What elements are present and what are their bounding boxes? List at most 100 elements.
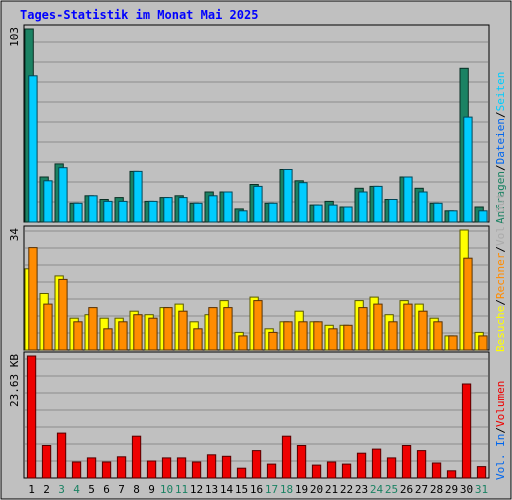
bar-rechner-25 [388, 321, 398, 351]
x-tick-label-28: 28 [430, 483, 443, 496]
bar-volumen-30 [461, 383, 472, 479]
bar-dateien-7 [118, 200, 128, 223]
bar-rechner-23 [358, 307, 368, 351]
x-tick-label-6: 6 [103, 483, 110, 496]
legend-vol-out: Vol. Out [494, 193, 507, 246]
bar-dateien-16 [253, 185, 263, 223]
bar-dateien-14 [223, 191, 233, 223]
bar-dateien-26 [403, 176, 413, 223]
x-tick-label-4: 4 [73, 483, 80, 496]
bar-volumen-14 [221, 455, 232, 479]
bar-volumen-15 [236, 467, 247, 479]
chart-title: Tages-Statistik im Monat Mai 2025 [20, 8, 258, 22]
bar-dateien-9 [148, 200, 158, 223]
bar-rechner-3 [58, 278, 68, 351]
legend-vol-in: Vol. In [494, 434, 507, 480]
panel-1-legend: Anfragen/Dateien/Seiten [494, 72, 507, 224]
x-tick-label-15: 15 [235, 483, 248, 496]
bar-dateien-23 [358, 191, 368, 223]
bar-rechner-20 [313, 321, 323, 351]
bar-volumen-4 [71, 461, 82, 479]
legend-rechner: Rechner [494, 252, 507, 299]
bar-dateien-4 [73, 202, 83, 223]
x-tick-label-11: 11 [175, 483, 188, 496]
bar-dateien-12 [193, 202, 203, 223]
bar-volumen-8 [131, 435, 142, 479]
bar-rechner-21 [328, 328, 338, 351]
bar-rechner-28 [433, 321, 443, 351]
bar-volumen-11 [176, 457, 187, 479]
bar-dateien-8 [133, 170, 143, 223]
bar-dateien-31 [478, 210, 488, 223]
bar-volumen-29 [446, 470, 457, 479]
legend-separator: / [494, 111, 507, 118]
panel-1-max-label: 103 [8, 27, 21, 47]
legend-besuche: Besuche [494, 306, 507, 352]
x-tick-label-10: 10 [160, 483, 173, 496]
legend-separator: / [494, 164, 507, 171]
bar-volumen-22 [341, 463, 352, 479]
bar-dateien-25 [388, 199, 398, 223]
bar-dateien-3 [58, 167, 68, 223]
bar-volumen-12 [191, 461, 202, 479]
bar-dateien-1 [28, 75, 38, 223]
bar-volumen-13 [206, 454, 217, 479]
panel-3-legend: Vol. In/Volumen [494, 381, 507, 480]
bar-rechner-6 [103, 328, 113, 351]
bar-dateien-21 [328, 204, 338, 223]
bar-dateien-10 [163, 197, 173, 223]
bar-volumen-23 [356, 452, 367, 479]
bar-volumen-16 [251, 450, 262, 479]
bar-dateien-27 [418, 191, 428, 223]
bar-dateien-13 [208, 195, 218, 223]
bar-rechner-14 [223, 307, 233, 351]
bar-dateien-28 [433, 202, 443, 223]
x-tick-label-5: 5 [88, 483, 95, 496]
bar-dateien-2 [43, 180, 53, 223]
bar-rechner-15 [238, 335, 248, 351]
bar-volumen-2 [41, 445, 52, 479]
panel-2-legend: Besuche/Rechner/Vol. Out [494, 193, 507, 352]
bar-dateien-24 [373, 185, 383, 223]
legend-dateien: Dateien [494, 118, 507, 164]
bar-volumen-25 [386, 457, 397, 479]
x-tick-label-19: 19 [295, 483, 308, 496]
panel-3-max-label: 23.63 KB [8, 354, 21, 407]
bar-dateien-30 [463, 116, 473, 223]
x-tick-label-8: 8 [133, 483, 140, 496]
bar-rechner-18 [283, 321, 293, 351]
legend-separator: / [494, 427, 507, 434]
bar-volumen-7 [116, 456, 127, 479]
x-tick-label-14: 14 [220, 483, 234, 496]
bar-rechner-31 [478, 335, 488, 351]
bar-rechner-13 [208, 307, 218, 351]
bar-dateien-15 [238, 210, 248, 223]
x-tick-label-18: 18 [280, 483, 293, 496]
bar-rechner-5 [88, 307, 98, 351]
bar-volumen-10 [161, 457, 172, 479]
x-tick-label-21: 21 [325, 483, 338, 496]
x-tick-label-24: 24 [370, 483, 384, 496]
bar-volumen-1 [26, 355, 37, 479]
x-tick-label-20: 20 [310, 483, 323, 496]
bar-dateien-18 [283, 169, 293, 223]
bar-rechner-7 [118, 321, 128, 351]
x-tick-label-27: 27 [415, 483, 428, 496]
bar-dateien-22 [343, 206, 353, 223]
legend-separator: / [494, 299, 507, 306]
bar-rechner-24 [373, 303, 383, 351]
legend-volumen: Volumen [494, 381, 507, 427]
bar-volumen-26 [401, 445, 412, 479]
bar-dateien-29 [448, 210, 458, 223]
x-tick-label-25: 25 [385, 483, 398, 496]
bar-rechner-22 [343, 324, 353, 351]
bar-volumen-9 [146, 460, 157, 479]
bar-dateien-19 [298, 182, 308, 223]
bar-rechner-10 [163, 307, 173, 351]
x-tick-label-1: 1 [28, 483, 35, 496]
bar-rechner-26 [403, 303, 413, 351]
x-tick-label-17: 17 [265, 483, 278, 496]
bar-rechner-27 [418, 310, 428, 351]
